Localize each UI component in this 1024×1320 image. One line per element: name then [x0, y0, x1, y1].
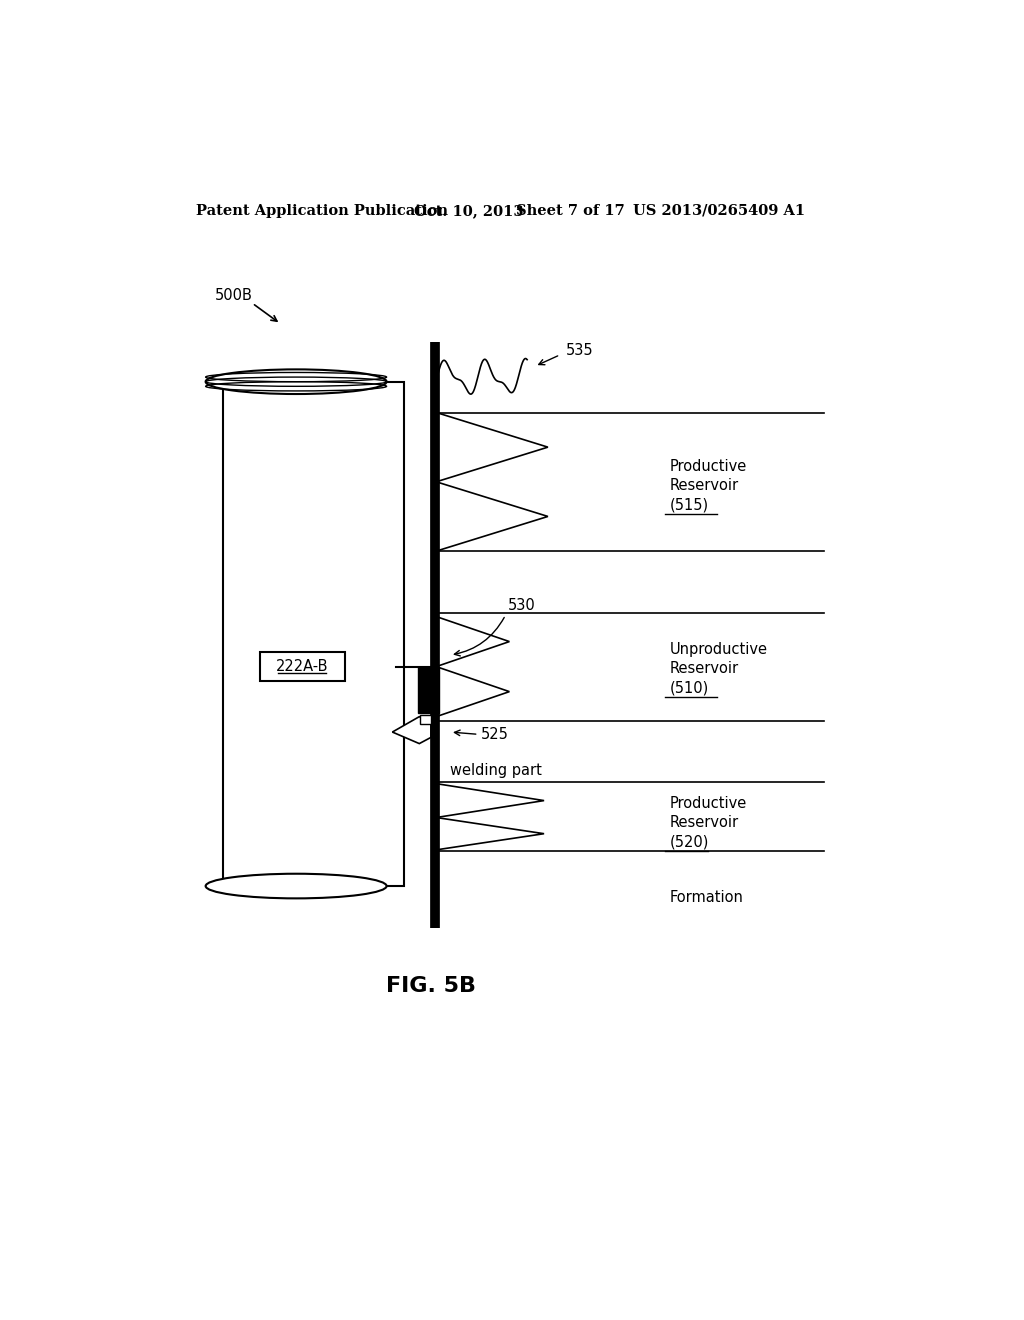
- Text: (Welder): (Welder): [267, 779, 330, 793]
- Text: 222A-B: 222A-B: [276, 659, 329, 675]
- Text: Formation: Formation: [670, 890, 743, 906]
- Text: welding part: welding part: [451, 763, 542, 777]
- Text: Oct. 10, 2013: Oct. 10, 2013: [414, 203, 523, 218]
- Text: Reservoir: Reservoir: [670, 478, 738, 494]
- Text: 525: 525: [481, 727, 509, 742]
- Text: Productive: Productive: [670, 459, 746, 474]
- Text: Reservoir: Reservoir: [670, 816, 738, 830]
- Text: Logging Tool: Logging Tool: [260, 528, 355, 544]
- Text: US 2013/0265409 A1: US 2013/0265409 A1: [633, 203, 805, 218]
- Text: Manipulator: Manipulator: [255, 759, 342, 775]
- Text: Productive: Productive: [670, 796, 746, 812]
- Bar: [420, 715, 431, 725]
- Text: (120): (120): [288, 552, 328, 566]
- Text: (515): (515): [670, 498, 709, 512]
- Text: Unproductive: Unproductive: [670, 642, 768, 657]
- Polygon shape: [392, 717, 431, 743]
- Text: Patent Application Publication: Patent Application Publication: [196, 203, 449, 218]
- Text: Sheet 7 of 17: Sheet 7 of 17: [515, 203, 625, 218]
- Text: 535: 535: [565, 343, 593, 359]
- Bar: [418, 667, 438, 713]
- Text: FIG. 5B: FIG. 5B: [386, 977, 476, 997]
- Ellipse shape: [206, 874, 387, 899]
- Text: (505C): (505C): [273, 796, 324, 812]
- Text: 530: 530: [508, 598, 536, 612]
- Text: 500B: 500B: [215, 288, 253, 304]
- Ellipse shape: [206, 370, 387, 395]
- Text: (520): (520): [670, 834, 709, 850]
- Bar: [260, 652, 345, 681]
- Text: (510): (510): [670, 681, 709, 696]
- Bar: [223, 381, 403, 886]
- Text: Reservoir: Reservoir: [670, 661, 738, 676]
